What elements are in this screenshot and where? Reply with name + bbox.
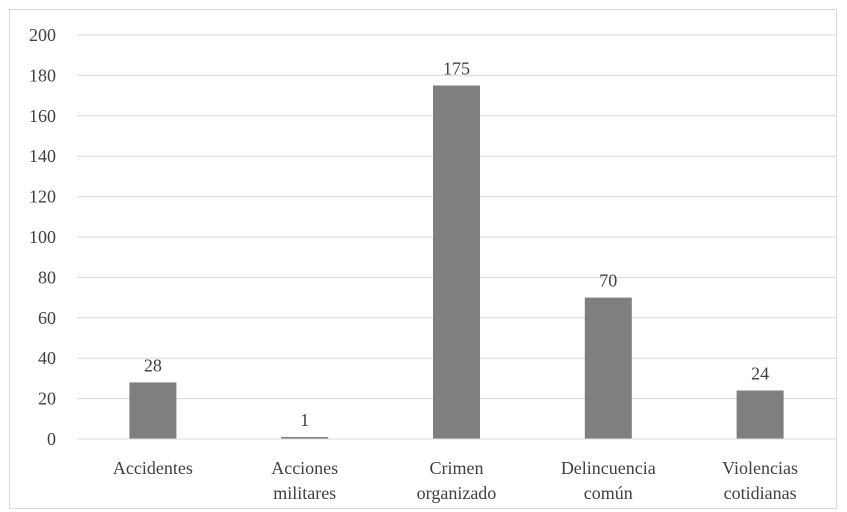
y-tick-label: 80 — [38, 267, 56, 287]
data-label: 70 — [599, 271, 617, 291]
data-label: 28 — [144, 355, 162, 375]
y-tick-label: 140 — [29, 146, 56, 166]
y-tick-label: 40 — [38, 348, 56, 368]
category-label: Accidentes — [113, 458, 193, 478]
bar — [433, 85, 480, 439]
bar — [736, 390, 784, 439]
y-tick-label: 160 — [29, 106, 56, 126]
data-label: 24 — [751, 364, 769, 384]
y-tick-label: 180 — [29, 65, 56, 85]
y-tick-label: 100 — [29, 227, 56, 247]
y-tick-label: 20 — [38, 389, 56, 409]
category-label: Acciones militares — [271, 458, 338, 503]
x-axis-categories: Accidentes Acciones militares Crimen organiz… — [113, 458, 798, 503]
y-tick-label: 120 — [29, 187, 56, 207]
gridlines — [77, 34, 836, 400]
y-tick-label: 0 — [47, 429, 56, 449]
bars — [129, 85, 784, 439]
y-axis-ticks: 0 20 40 60 80 100 120 140 160 180 200 — [29, 25, 56, 449]
bar — [281, 436, 329, 439]
data-labels: 28 1 175 70 24 — [144, 59, 769, 430]
data-label: 1 — [300, 410, 309, 430]
data-label: 175 — [443, 59, 470, 79]
category-label: Crimen organizado — [417, 458, 497, 503]
category-label: Violencias cotidianas — [722, 458, 798, 503]
y-tick-label: 200 — [29, 25, 56, 45]
y-tick-label: 60 — [38, 308, 56, 328]
bar — [129, 382, 177, 439]
category-label: Delincuencia común — [561, 458, 656, 503]
bar — [584, 297, 632, 439]
